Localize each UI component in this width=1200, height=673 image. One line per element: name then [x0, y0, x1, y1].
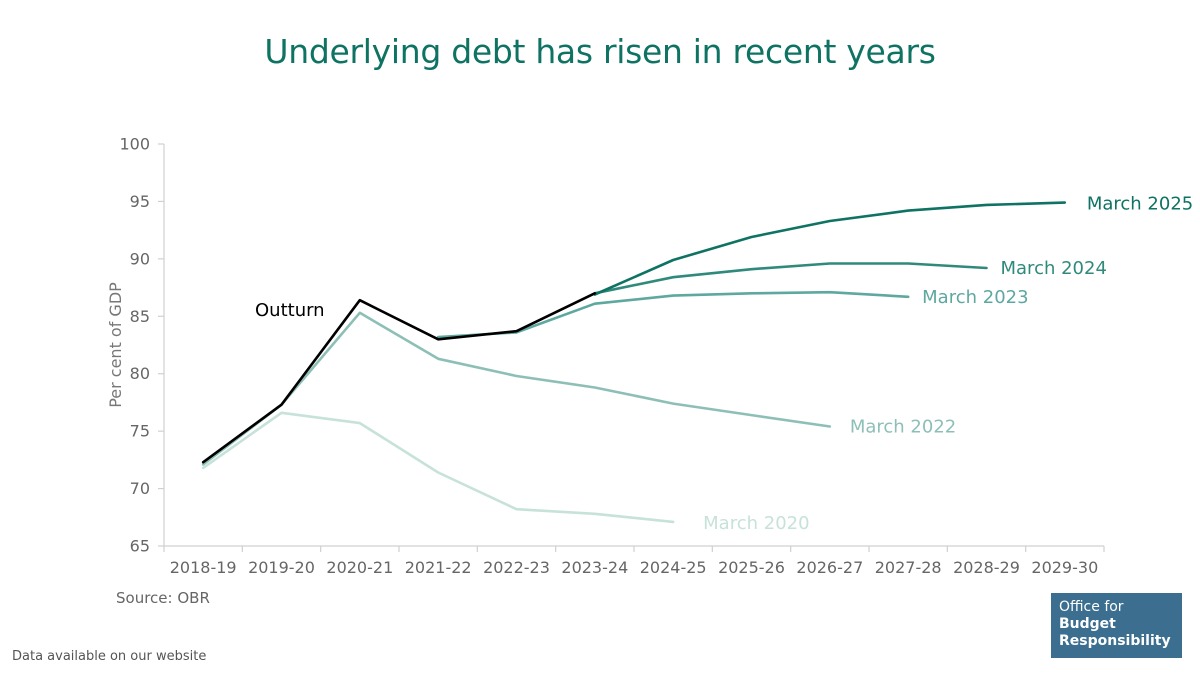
x-tick-label: 2026-27 [796, 558, 863, 577]
series-label-march-2020: March 2020 [703, 513, 809, 534]
x-tick-label: 2018-19 [170, 558, 237, 577]
x-tick-label: 2028-29 [953, 558, 1020, 577]
chart-axes: 65 70 75 80 85 90 95 100 2018-19 2019-20 2020-21 20… [106, 135, 1105, 577]
x-tick-label: 2023-24 [561, 558, 628, 577]
data-website-link[interactable]: Data available on our website [12, 649, 207, 664]
x-tick-label: 2024-25 [640, 558, 707, 577]
y-tick-label: 85 [130, 307, 150, 326]
y-tick-label: 95 [130, 192, 150, 211]
series-line-march-2023 [436, 290, 910, 339]
x-tick-label: 2020-21 [326, 558, 393, 577]
series-line-march-2024 [593, 262, 988, 295]
source-note: Source: OBR [116, 589, 210, 607]
y-tick-label: 65 [130, 537, 150, 556]
series-labels: March 2020 March 2022 March 2023 March 2024… [255, 194, 1193, 534]
y-tick-label: 90 [130, 249, 150, 268]
x-tick-label: 2029-30 [1031, 558, 1098, 577]
series-label-march-2022: March 2022 [850, 417, 956, 438]
logo-line-2: Budget [1059, 616, 1116, 632]
x-tick-label: 2022-23 [483, 558, 550, 577]
series-label-outturn: Outturn [255, 300, 325, 321]
x-tick-label: 2027-28 [875, 558, 942, 577]
logo-line-3: Responsibility [1059, 633, 1171, 649]
chart-title: Underlying debt has risen in recent year… [264, 32, 936, 71]
y-axis-title: Per cent of GDP [106, 282, 125, 408]
logo-line-1: Office for [1059, 599, 1124, 615]
series-line-march-2025 [593, 201, 1067, 296]
series-line-march-2020 [201, 411, 675, 524]
series-label-march-2024: March 2024 [1001, 258, 1107, 279]
y-tick-label: 100 [119, 135, 150, 154]
y-tick-label: 80 [130, 364, 150, 383]
x-tick-label: 2021-22 [405, 558, 472, 577]
series-line-march-2022 [201, 311, 832, 466]
y-tick-label: 70 [130, 479, 150, 498]
obr-logo: Office for Budget Responsibility [1051, 593, 1182, 658]
series-label-march-2025: March 2025 [1087, 194, 1193, 215]
series-label-march-2023: March 2023 [922, 287, 1028, 308]
x-tick-label: 2019-20 [248, 558, 315, 577]
series-lines [201, 201, 1067, 524]
series-line-outturn [201, 292, 597, 464]
y-tick-label: 75 [130, 422, 150, 441]
x-tick-label: 2025-26 [718, 558, 785, 577]
